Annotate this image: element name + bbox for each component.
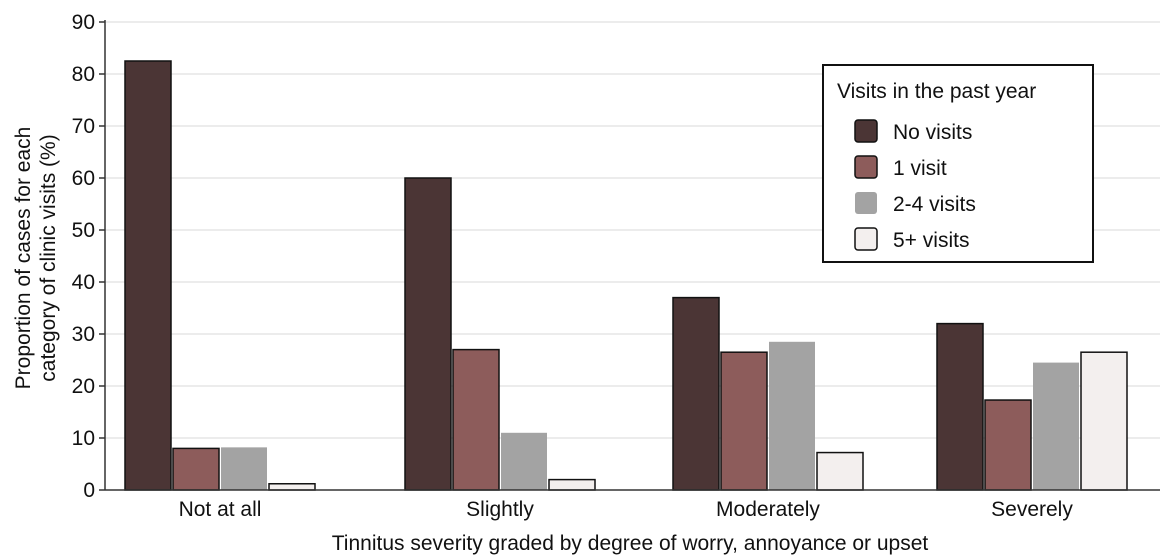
bar-1-visit-slightly: [452, 348, 500, 491]
legend-label: 5+ visits: [893, 229, 969, 252]
bar-5-visits-slightly: [548, 478, 596, 491]
y-axis-title-line-2: category of clinic visits (%): [37, 134, 60, 381]
x-tick-label: Severely: [991, 498, 1073, 521]
bar-no-visits-slightly: [404, 177, 452, 491]
bar-no-visits-severely: [936, 322, 984, 491]
bar-2-4-visits-moderately: [769, 341, 815, 490]
legend-swatch: [855, 192, 877, 214]
legend-swatch: [854, 119, 878, 143]
gridlines: [105, 21, 1160, 439]
bar-5-visits-not-at-all: [268, 483, 316, 491]
y-tick-label: 80: [72, 63, 95, 86]
bar-2-4-visits-slightly: [501, 432, 547, 490]
y-tick-label: 30: [72, 323, 95, 346]
legend-swatch: [854, 227, 878, 251]
y-tick-label: 20: [72, 375, 95, 398]
bar-5-visits-moderately: [816, 451, 864, 491]
x-axis-title: Tinnitus severity graded by degree of wo…: [332, 532, 929, 555]
legend-items: No visits 1 visit 2-4 visits 5+ visits: [854, 119, 976, 252]
legend-title: Visits in the past year: [837, 80, 1036, 103]
bar-2-4-visits-not-at-all: [221, 447, 267, 490]
bar-no-visits-moderately: [672, 296, 720, 491]
bar-5-visits-severely: [1080, 351, 1128, 491]
legend-swatch: [854, 155, 878, 179]
x-tick-label: Not at all: [179, 498, 262, 521]
bars: [124, 60, 1128, 491]
y-axis-title: Proportion of cases for each category of…: [12, 127, 60, 390]
y-axis-ticks: 0 10 20 30 40 50 60 70 80 90: [72, 11, 105, 502]
bar-1-visit-moderately: [720, 351, 768, 491]
x-tick-label: Moderately: [716, 498, 820, 521]
y-tick-label: 50: [72, 219, 95, 242]
legend-label: 1 visit: [893, 157, 947, 180]
bar-1-visit-not-at-all: [172, 447, 220, 491]
y-tick-label: 70: [72, 115, 95, 138]
bar-2-4-visits-severely: [1033, 362, 1079, 490]
x-axis-ticks: Not at all Slightly Moderately Severely: [179, 498, 1074, 521]
legend-label: 2-4 visits: [893, 193, 976, 216]
y-tick-label: 90: [72, 11, 95, 34]
bar-no-visits-not-at-all: [124, 60, 172, 491]
y-tick-label: 10: [72, 427, 95, 450]
y-tick-label: 40: [72, 271, 95, 294]
bar-1-visit-severely: [984, 399, 1032, 491]
y-tick-label: 60: [72, 167, 95, 190]
legend-label: No visits: [893, 121, 972, 144]
y-tick-label: 0: [83, 479, 95, 502]
y-axis-title-line-1: Proportion of cases for each: [12, 127, 35, 390]
axes: [104, 20, 1160, 491]
x-tick-label: Slightly: [466, 498, 534, 521]
legend: Visits in the past year No visits 1 visit…: [822, 64, 1094, 263]
